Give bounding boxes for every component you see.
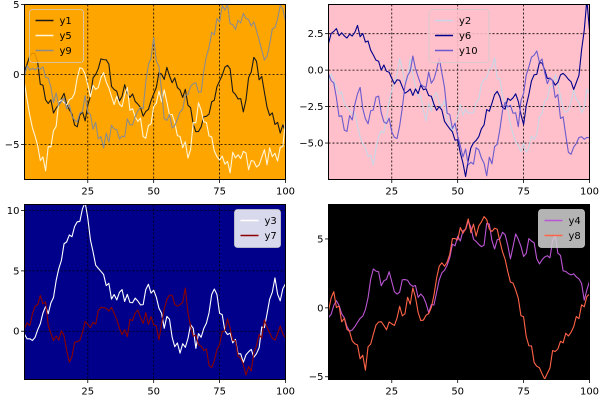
chart-panel-2: 25 50 75 100 −5.0 −2.5 0.0 2.5 y2 y6 y10 bbox=[299, 4, 599, 198]
y-tick-label: 0 bbox=[13, 70, 19, 81]
y-tick-label: 5 bbox=[13, 0, 19, 11]
series-line-y8 bbox=[328, 216, 590, 380]
y-tick-label: 10 bbox=[7, 206, 20, 217]
axes-frame bbox=[328, 204, 590, 380]
legend-label-y5: y5 bbox=[60, 31, 72, 42]
x-tick-label: 100 bbox=[580, 387, 599, 398]
axes-frame bbox=[328, 4, 590, 180]
series-line-y3 bbox=[24, 204, 286, 363]
x-tick-label: 75 bbox=[517, 187, 530, 198]
x-tick-label: 100 bbox=[276, 187, 295, 198]
series-line-y10 bbox=[328, 50, 590, 177]
y-tick-label: 0 bbox=[317, 303, 323, 314]
legend: y1 y5 y9 bbox=[29, 9, 84, 63]
legend-label-y9: y9 bbox=[60, 46, 72, 57]
legend-label-y6: y6 bbox=[459, 31, 471, 42]
axes-frame bbox=[24, 4, 286, 180]
series-line-y9 bbox=[24, 4, 286, 149]
y-tick-label: 5 bbox=[13, 266, 19, 277]
legend-box bbox=[428, 9, 490, 63]
series-line-y6 bbox=[328, 4, 590, 178]
x-tick-label: 50 bbox=[451, 387, 464, 398]
legend-label-y4: y4 bbox=[569, 216, 581, 227]
x-tick-label: 75 bbox=[213, 187, 226, 198]
y-tick-label: −5.0 bbox=[299, 139, 323, 150]
legend-label-y2: y2 bbox=[459, 16, 471, 27]
legend: y2 y6 y10 bbox=[428, 9, 490, 63]
series-line-y7 bbox=[24, 287, 286, 376]
x-tick-label: 25 bbox=[81, 387, 94, 398]
series-group bbox=[328, 4, 590, 178]
x-tick-label: 75 bbox=[213, 387, 226, 398]
x-tick-label: 75 bbox=[517, 387, 530, 398]
legend-label-y3: y3 bbox=[265, 216, 277, 227]
x-tick-label: 100 bbox=[580, 187, 599, 198]
legend-box bbox=[234, 209, 281, 248]
series-group bbox=[24, 204, 286, 376]
series-group bbox=[328, 216, 590, 380]
series-line-y4 bbox=[328, 220, 590, 332]
x-tick-label: 25 bbox=[81, 187, 94, 198]
x-tick-label: 50 bbox=[147, 187, 160, 198]
y-tick-label: −5 bbox=[5, 140, 20, 151]
y-tick-label: 0 bbox=[13, 327, 19, 338]
series-line-y2 bbox=[328, 57, 590, 166]
x-tick-label: 100 bbox=[276, 387, 295, 398]
x-tick-label: 25 bbox=[385, 387, 398, 398]
legend-box bbox=[538, 209, 585, 248]
series-line-y5 bbox=[24, 67, 286, 174]
y-tick-label: −5 bbox=[309, 372, 324, 383]
x-tick-label: 25 bbox=[385, 187, 398, 198]
axes-frame bbox=[24, 204, 286, 380]
legend-label-y7: y7 bbox=[265, 231, 277, 242]
x-tick-label: 50 bbox=[451, 187, 464, 198]
y-tick-label: 0.0 bbox=[308, 66, 324, 77]
x-tick-label: 50 bbox=[147, 387, 160, 398]
series-group bbox=[24, 4, 286, 174]
chart-panel-1: 25 50 75 100 −5 0 5 y1 y5 y9 bbox=[5, 0, 295, 198]
y-tick-label: −2.5 bbox=[299, 102, 323, 113]
y-tick-label: 2.5 bbox=[308, 29, 324, 40]
legend-box bbox=[29, 9, 84, 63]
legend-label-y8: y8 bbox=[569, 231, 581, 242]
y-tick-label: 5 bbox=[317, 234, 323, 245]
legend-label-y10: y10 bbox=[459, 46, 478, 57]
legend-label-y1: y1 bbox=[60, 16, 72, 27]
